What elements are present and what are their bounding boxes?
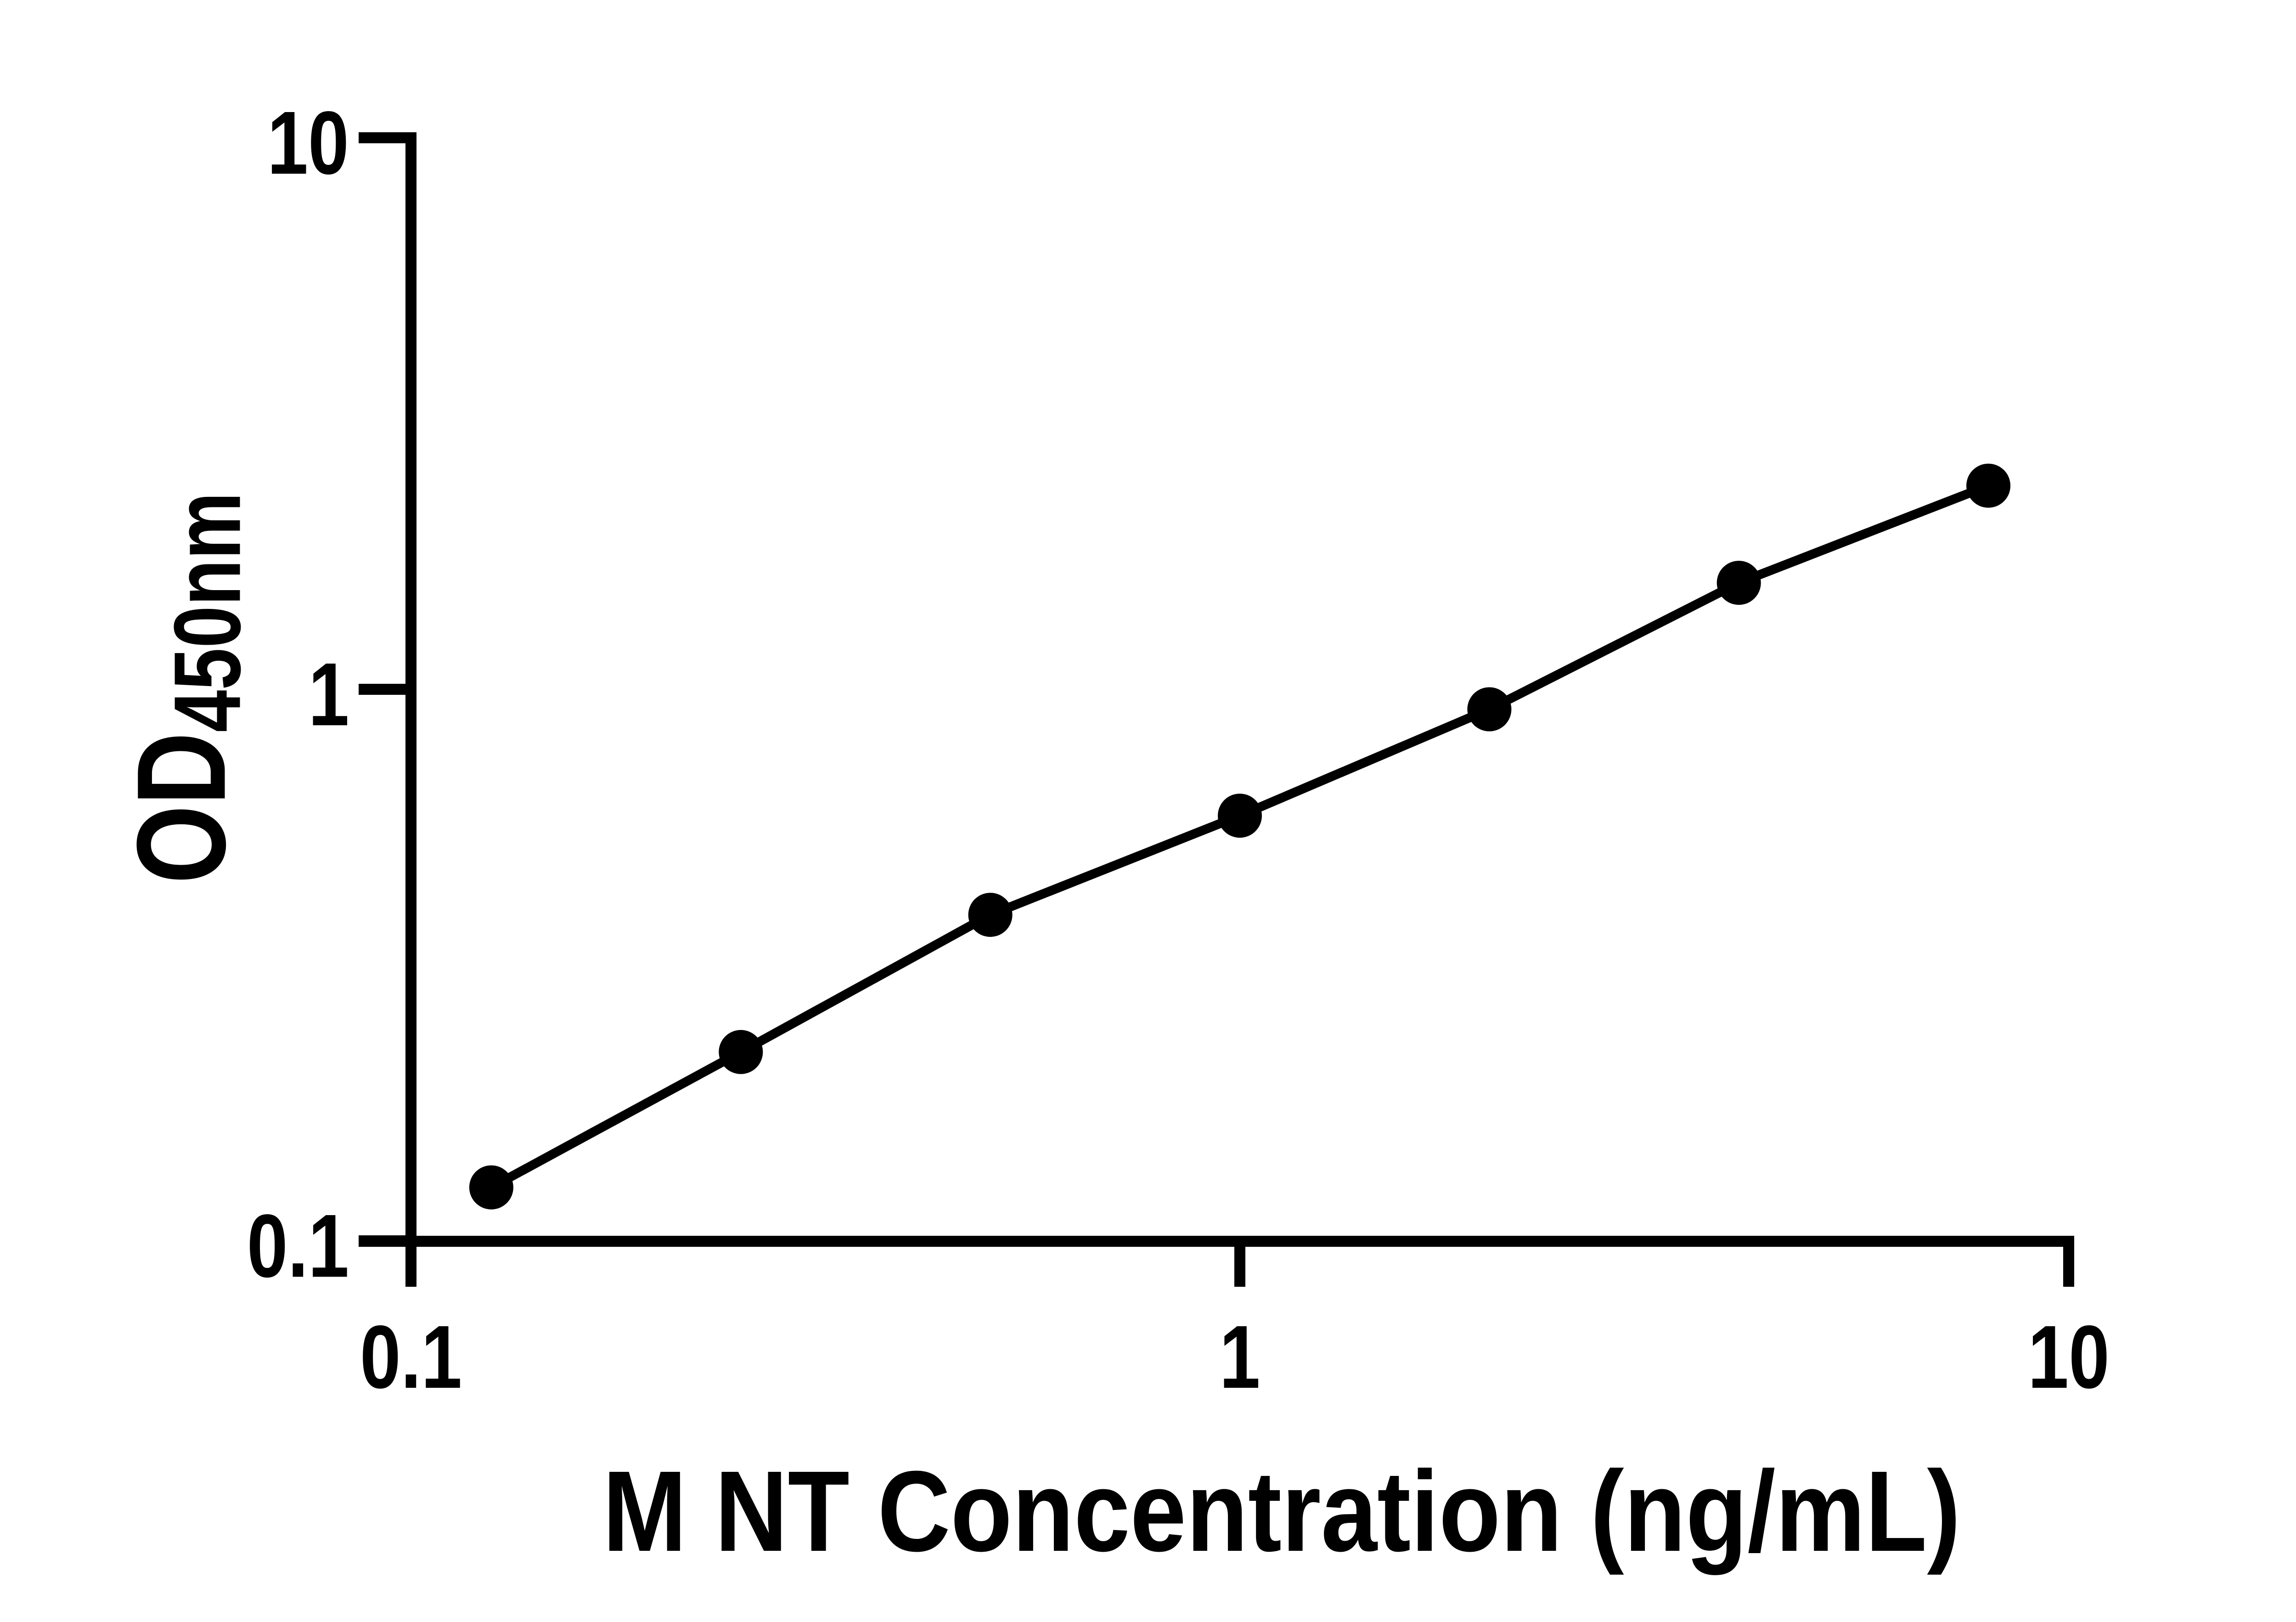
data-point — [469, 1165, 513, 1210]
y-axis-title: OD450nm — [111, 492, 260, 884]
y-tick-label: 10 — [267, 93, 349, 193]
x-tick-label: 10 — [2028, 1307, 2110, 1407]
data-point — [1716, 561, 1761, 605]
data-point — [1966, 463, 2011, 508]
x-axis-title: M NT Concentration (ng/mL) — [602, 1447, 1961, 1575]
data-point — [1218, 794, 1262, 838]
y-axis-title-subscript: 450nm — [154, 492, 260, 732]
data-point — [968, 893, 1013, 937]
data-point — [1467, 687, 1512, 732]
y-tick-label: 1 — [308, 644, 349, 745]
x-tick-label: 1 — [1219, 1307, 1261, 1407]
y-axis-title-base: OD — [111, 732, 252, 884]
x-tick-label: 0.1 — [360, 1307, 462, 1407]
y-tick-label: 0.1 — [247, 1196, 349, 1296]
data-point — [719, 1030, 763, 1074]
